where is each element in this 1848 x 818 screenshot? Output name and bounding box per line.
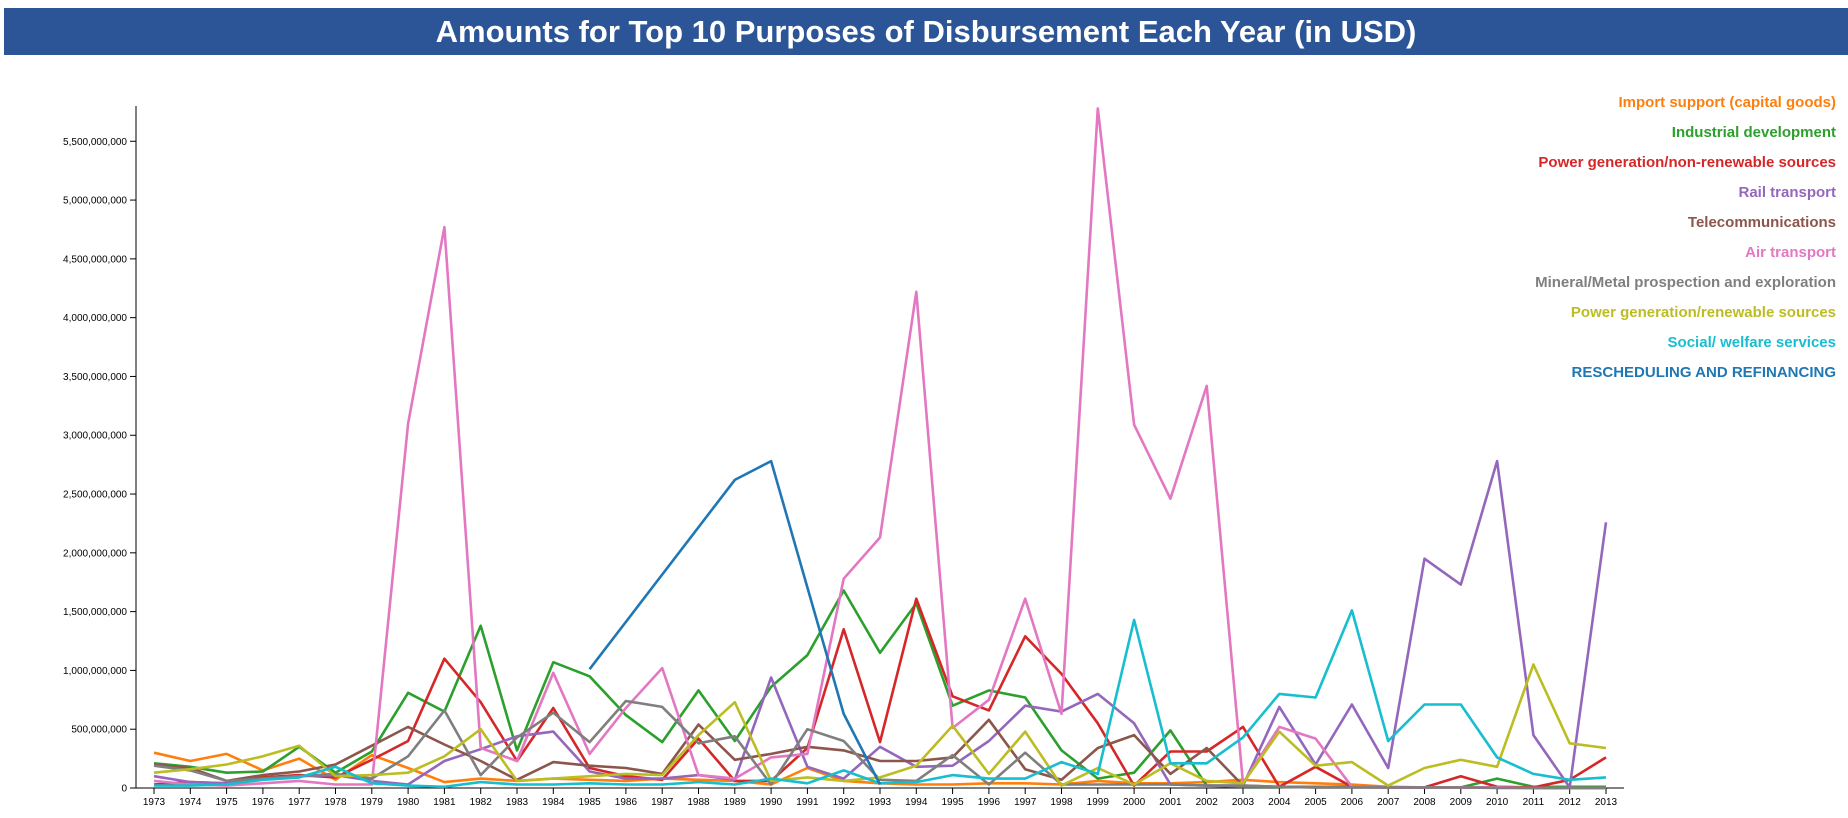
x-tick-label: 2013 — [1595, 797, 1618, 808]
legend-item: Power generation/non-renewable sources — [1538, 154, 1836, 171]
x-tick-label: 1986 — [615, 797, 638, 808]
chart-series-lines — [153, 107, 1608, 790]
series-line — [153, 597, 1607, 789]
y-tick-label: 500,000,000 — [71, 725, 127, 736]
legend-item: RESCHEDULING AND REFINANCING — [1572, 364, 1836, 381]
y-tick-label: 1,500,000,000 — [63, 607, 127, 618]
x-tick-label: 2003 — [1232, 797, 1255, 808]
x-tick-label: 1989 — [724, 797, 747, 808]
chart-legend: Import support (capital goods) Industrial… — [1535, 94, 1836, 381]
x-tick-label: 1978 — [324, 797, 347, 808]
x-tick-label: 1996 — [978, 797, 1001, 808]
x-tick-label: 2004 — [1268, 797, 1291, 808]
x-tick-label: 2011 — [1523, 797, 1545, 808]
legend-item: Mineral/Metal prospection and exploratio… — [1535, 274, 1836, 291]
x-tick-label: 1994 — [905, 797, 928, 808]
x-tick-label: 1985 — [578, 797, 601, 808]
series-line — [153, 589, 1606, 789]
legend-item: Telecommunications — [1688, 214, 1836, 231]
legend-item: Power generation/renewable sources — [1571, 304, 1836, 321]
y-tick-label: 4,500,000,000 — [63, 254, 127, 265]
x-tick-label: 1984 — [542, 797, 565, 808]
x-tick-label: 1981 — [433, 797, 456, 808]
x-tick-label: 1999 — [1087, 797, 1110, 808]
y-tick-label: 1,000,000,000 — [63, 666, 127, 677]
legend-item: Air transport — [1745, 244, 1836, 261]
x-tick-label: 1982 — [470, 797, 493, 808]
series-line — [153, 663, 1607, 787]
y-tick-label: 5,000,000,000 — [63, 196, 127, 207]
y-tick-label: 2,500,000,000 — [63, 490, 127, 501]
series-line — [153, 699, 1606, 790]
x-tick-label: 2009 — [1450, 797, 1473, 808]
x-tick-label: 2002 — [1196, 797, 1219, 808]
x-tick-label: 1995 — [941, 797, 964, 808]
legend-item: Industrial development — [1672, 124, 1836, 141]
legend-item: Rail transport — [1738, 184, 1836, 201]
x-tick-label: 1979 — [361, 797, 384, 808]
y-tick-label: 3,500,000,000 — [63, 372, 127, 383]
series-line — [153, 107, 1606, 790]
x-tick-label: 1980 — [397, 797, 420, 808]
chart-axes: 0 500,000,000 1,000,000,000 1,500,000,000 2,… — [63, 106, 1624, 808]
y-tick-label: 0 — [121, 784, 127, 795]
x-tick-label: 1973 — [143, 797, 166, 808]
x-tick-label: 1975 — [215, 797, 238, 808]
legend-item: Import support (capital goods) — [1619, 94, 1837, 111]
y-tick-label: 5,500,000,000 — [63, 137, 127, 148]
x-tick-label: 1992 — [833, 797, 856, 808]
x-tick-label: 1976 — [252, 797, 275, 808]
x-tick-label: 1983 — [506, 797, 529, 808]
x-tick-label: 1993 — [869, 797, 892, 808]
x-tick-label: 1991 — [796, 797, 819, 808]
x-tick-label: 1977 — [288, 797, 311, 808]
x-tick-label: 2008 — [1413, 797, 1436, 808]
chart-title: Amounts for Top 10 Purposes of Disbursem… — [435, 13, 1417, 49]
series-line — [588, 459, 882, 786]
x-tick-label: 1988 — [687, 797, 710, 808]
x-tick-label: 2010 — [1486, 797, 1509, 808]
x-tick-label: 2000 — [1123, 797, 1146, 808]
x-tick-label: 1974 — [179, 797, 202, 808]
x-tick-label: 1998 — [1050, 797, 1073, 808]
y-tick-label: 3,000,000,000 — [63, 431, 127, 442]
chart-title-bar: Amounts for Top 10 Purposes of Disbursem… — [4, 8, 1848, 55]
series-line — [153, 459, 1608, 789]
x-tick-label: 2006 — [1341, 797, 1364, 808]
x-tick-label: 1987 — [651, 797, 674, 808]
y-tick-label: 2,000,000,000 — [63, 548, 127, 559]
x-tick-label: 2007 — [1377, 797, 1400, 808]
x-tick-label: 2005 — [1304, 797, 1327, 808]
legend-item: Social/ welfare services — [1668, 334, 1836, 351]
x-tick-label: 1990 — [760, 797, 783, 808]
y-tick-label: 4,000,000,000 — [63, 313, 127, 324]
x-tick-label: 2012 — [1559, 797, 1582, 808]
x-tick-label: 1997 — [1014, 797, 1037, 808]
x-tick-label: 2001 — [1159, 797, 1182, 808]
